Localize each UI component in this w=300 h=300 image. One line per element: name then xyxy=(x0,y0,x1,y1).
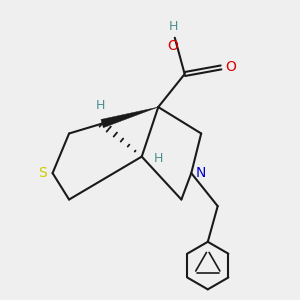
Text: H: H xyxy=(168,20,178,33)
Text: H: H xyxy=(153,152,163,165)
Text: H: H xyxy=(96,99,105,112)
Text: N: N xyxy=(195,166,206,180)
Text: S: S xyxy=(38,166,46,180)
Polygon shape xyxy=(101,107,158,128)
Text: O: O xyxy=(168,39,178,53)
Text: O: O xyxy=(225,60,236,74)
